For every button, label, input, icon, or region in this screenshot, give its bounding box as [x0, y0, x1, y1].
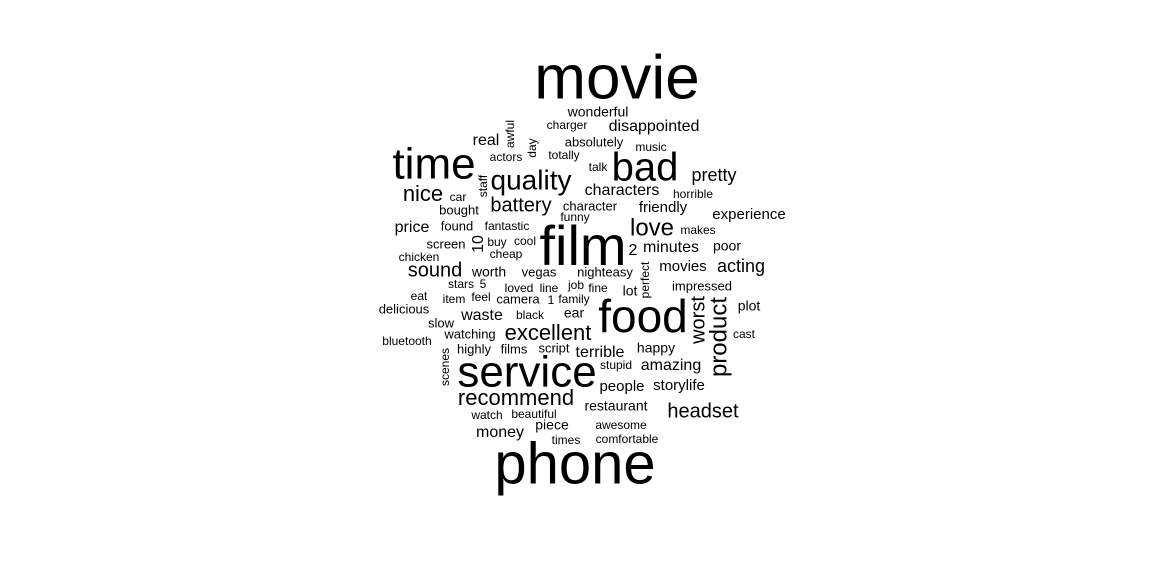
word-totally: totally: [548, 148, 579, 162]
word-real: real: [473, 132, 500, 149]
word-worth: worth: [471, 264, 506, 280]
word-character: character: [563, 198, 618, 213]
word-comfortable: comfortable: [596, 432, 659, 446]
word-day: day: [525, 138, 539, 157]
word-awesome: awesome: [595, 418, 647, 432]
word-car: car: [450, 190, 467, 204]
word-buy: buy: [487, 235, 506, 249]
word-friendly: friendly: [639, 199, 688, 216]
word-cool: cool: [514, 234, 536, 248]
word-waste: waste: [460, 307, 503, 324]
word-5: 5: [480, 277, 487, 291]
word-delicious: delicious: [379, 301, 430, 316]
word-experience: experience: [712, 206, 785, 223]
word-disappointed: disappointed: [609, 118, 700, 135]
word-funny: funny: [560, 210, 589, 224]
word-movie: movie: [534, 43, 699, 112]
word-found: found: [441, 218, 474, 233]
word-perfect: perfect: [638, 261, 652, 298]
word-charger: charger: [547, 118, 588, 132]
word-wonderful: wonderful: [567, 104, 629, 120]
word-line: line: [540, 281, 559, 295]
word-bad: bad: [612, 146, 679, 190]
word-battery: battery: [490, 194, 551, 216]
word-terrible: terrible: [576, 344, 625, 361]
word-piece: piece: [535, 417, 569, 433]
word-cast: cast: [733, 327, 756, 341]
word-highly: highly: [457, 341, 491, 356]
word-lot: lot: [623, 283, 638, 299]
word-loved: loved: [505, 281, 534, 295]
word-item: item: [443, 292, 466, 306]
word-job: job: [567, 278, 584, 292]
word-amazing: amazing: [641, 357, 701, 374]
word-family: family: [558, 292, 589, 306]
word-vegas: vegas: [522, 264, 557, 279]
word-horrible: horrible: [673, 187, 713, 201]
word-impressed: impressed: [672, 278, 732, 293]
word-eat: eat: [411, 289, 428, 303]
word-absolutely: absolutely: [565, 134, 624, 149]
word-acting: acting: [717, 256, 765, 276]
word-watch: watch: [470, 408, 502, 422]
word-characters: characters: [585, 182, 660, 199]
word-plot: plot: [738, 298, 761, 314]
word-restaurant: restaurant: [584, 398, 647, 414]
word-nice: nice: [403, 181, 443, 206]
word-bought: bought: [439, 202, 479, 217]
word-script: script: [538, 340, 569, 355]
word-money: money: [476, 424, 524, 441]
word-storylife: storylife: [653, 377, 705, 394]
word-phone: phone: [494, 431, 655, 496]
word-bluetooth: bluetooth: [382, 334, 431, 348]
word-1: 1: [548, 293, 555, 307]
word-fine: fine: [588, 281, 608, 295]
word-cheap: cheap: [490, 247, 523, 261]
word-screen: screen: [426, 236, 465, 251]
word-beautiful: beautiful: [511, 407, 556, 421]
word-10: 10: [470, 235, 487, 253]
word-2: 2: [629, 242, 638, 259]
word-service: service: [457, 348, 596, 397]
word-product: product: [705, 297, 732, 377]
word-poor: poor: [713, 238, 741, 254]
word-nighteasy: nighteasy: [577, 264, 633, 279]
word-makes: makes: [680, 223, 715, 237]
word-people: people: [599, 378, 644, 395]
word-food: food: [598, 290, 688, 342]
word-times: times: [552, 433, 581, 447]
word-music: music: [635, 140, 666, 154]
word-awful: awful: [503, 120, 517, 148]
word-ear: ear: [564, 305, 585, 321]
word-time: time: [392, 140, 475, 189]
word-film: film: [539, 214, 626, 277]
word-actors: actors: [490, 150, 523, 164]
word-camera: camera: [496, 291, 540, 306]
word-worst: worst: [687, 296, 709, 345]
word-scenes: scenes: [438, 348, 452, 386]
word-chicken: chicken: [399, 250, 440, 264]
word-black: black: [516, 308, 545, 322]
word-films: films: [501, 341, 528, 356]
word-quality: quality: [491, 164, 572, 195]
word-price: price: [395, 219, 430, 236]
word-feel: feel: [471, 290, 490, 304]
word-happy: happy: [637, 340, 675, 356]
word-pretty: pretty: [691, 165, 736, 185]
word-sound: sound: [408, 259, 463, 281]
word-fantastic: fantastic: [485, 219, 530, 233]
word-recommend: recommend: [458, 385, 574, 410]
word-slow: slow: [428, 315, 455, 330]
word-minutes: minutes: [643, 239, 699, 256]
word-love: love: [630, 214, 674, 241]
word-headset: headset: [667, 400, 739, 422]
word-staff: staff: [476, 174, 490, 197]
word-movies: movies: [659, 258, 707, 275]
word-stars: stars: [448, 277, 474, 291]
word-talk: talk: [589, 160, 609, 174]
word-excellent: excellent: [505, 320, 592, 345]
word-watching: watching: [443, 326, 495, 341]
word-stupid: stupid: [600, 358, 632, 372]
